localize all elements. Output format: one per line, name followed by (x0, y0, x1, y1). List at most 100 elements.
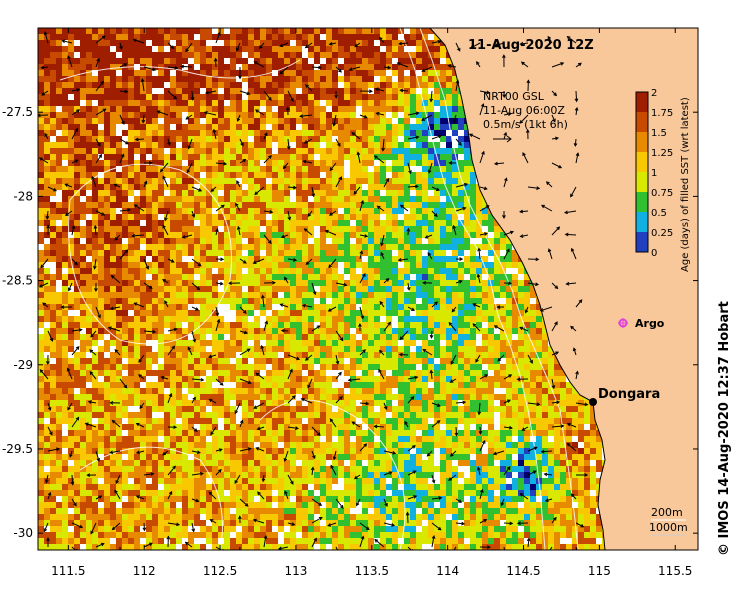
sst-cell (392, 250, 398, 256)
sst-cell (62, 94, 68, 100)
sst-cell (188, 196, 194, 202)
sst-cell (410, 34, 416, 40)
sst-cell (278, 226, 284, 232)
sst-cell (224, 286, 230, 292)
sst-cell (122, 148, 128, 154)
sst-cell (374, 220, 380, 226)
sst-cell (218, 40, 224, 46)
sst-cell (350, 256, 356, 262)
sst-cell (140, 172, 146, 178)
sst-cell (194, 292, 200, 298)
sst-cell (98, 118, 104, 124)
sst-cell (68, 298, 74, 304)
sst-cell (470, 190, 476, 196)
sst-cell (128, 214, 134, 220)
sst-cell (428, 244, 434, 250)
sst-cell (290, 196, 296, 202)
sst-cell (368, 238, 374, 244)
sst-cell (446, 214, 452, 220)
sst-cell (332, 250, 338, 256)
sst-cell (230, 232, 236, 238)
sst-cell (434, 286, 440, 292)
sst-cell (338, 280, 344, 286)
sst-cell (518, 292, 524, 298)
sst-cell (446, 124, 452, 130)
sst-cell (194, 232, 200, 238)
sst-cell (362, 178, 368, 184)
sst-cell (122, 202, 128, 208)
sst-cell (386, 214, 392, 220)
sst-cell (194, 244, 200, 250)
sst-cell (170, 154, 176, 160)
sst-cell (224, 256, 230, 262)
sst-cell (44, 292, 50, 298)
sst-cell (254, 142, 260, 148)
sst-cell (494, 280, 500, 286)
sst-cell (284, 142, 290, 148)
sst-cell (350, 148, 356, 154)
sst-cell (254, 178, 260, 184)
sst-cell (410, 238, 416, 244)
sst-cell (140, 130, 146, 136)
sst-cell (260, 202, 266, 208)
sst-cell (134, 208, 140, 214)
sst-cell (446, 76, 452, 82)
sst-cell (170, 64, 176, 70)
sst-cell (344, 130, 350, 136)
sst-cell (410, 136, 416, 142)
sst-cell (428, 82, 434, 88)
sst-cell (296, 166, 302, 172)
sst-cell (200, 226, 206, 232)
sst-cell (458, 118, 464, 124)
sst-cell (206, 262, 212, 268)
sst-cell (74, 202, 80, 208)
sst-cell (338, 166, 344, 172)
sst-cell (380, 214, 386, 220)
sst-cell (194, 64, 200, 70)
sst-cell (416, 166, 422, 172)
sst-cell (50, 112, 56, 118)
sst-cell (434, 280, 440, 286)
sst-cell (374, 238, 380, 244)
sst-cell (86, 148, 92, 154)
sst-cell (104, 208, 110, 214)
sst-cell (44, 88, 50, 94)
sst-cell (422, 226, 428, 232)
sst-cell (326, 154, 332, 160)
sst-cell (230, 220, 236, 226)
sst-cell (248, 292, 254, 298)
sst-cell (176, 124, 182, 130)
sst-cell (38, 298, 44, 304)
sst-cell (86, 118, 92, 124)
sst-cell (50, 268, 56, 274)
sst-cell (248, 172, 254, 178)
sst-cell (398, 142, 404, 148)
sst-cell (146, 202, 152, 208)
sst-cell (392, 160, 398, 166)
sst-cell (80, 136, 86, 142)
sst-cell (440, 280, 446, 286)
sst-cell (206, 238, 212, 244)
sst-cell (98, 28, 104, 34)
sst-cell (152, 256, 158, 262)
sst-cell (386, 262, 392, 268)
sst-cell (338, 172, 344, 178)
sst-cell (164, 64, 170, 70)
sst-cell (368, 28, 374, 34)
sst-cell (86, 100, 92, 106)
sst-cell (86, 88, 92, 94)
sst-cell (284, 202, 290, 208)
sst-cell (104, 286, 110, 292)
sst-cell (308, 184, 314, 190)
sst-cell (272, 58, 278, 64)
sst-cell (212, 274, 218, 280)
sst-cell (302, 256, 308, 262)
sst-cell (320, 244, 326, 250)
sst-cell (260, 58, 266, 64)
sst-cell (314, 82, 320, 88)
sst-cell (158, 202, 164, 208)
sst-cell (200, 94, 206, 100)
sst-cell (146, 256, 152, 262)
sst-cell (296, 112, 302, 118)
sst-cell (68, 292, 74, 298)
